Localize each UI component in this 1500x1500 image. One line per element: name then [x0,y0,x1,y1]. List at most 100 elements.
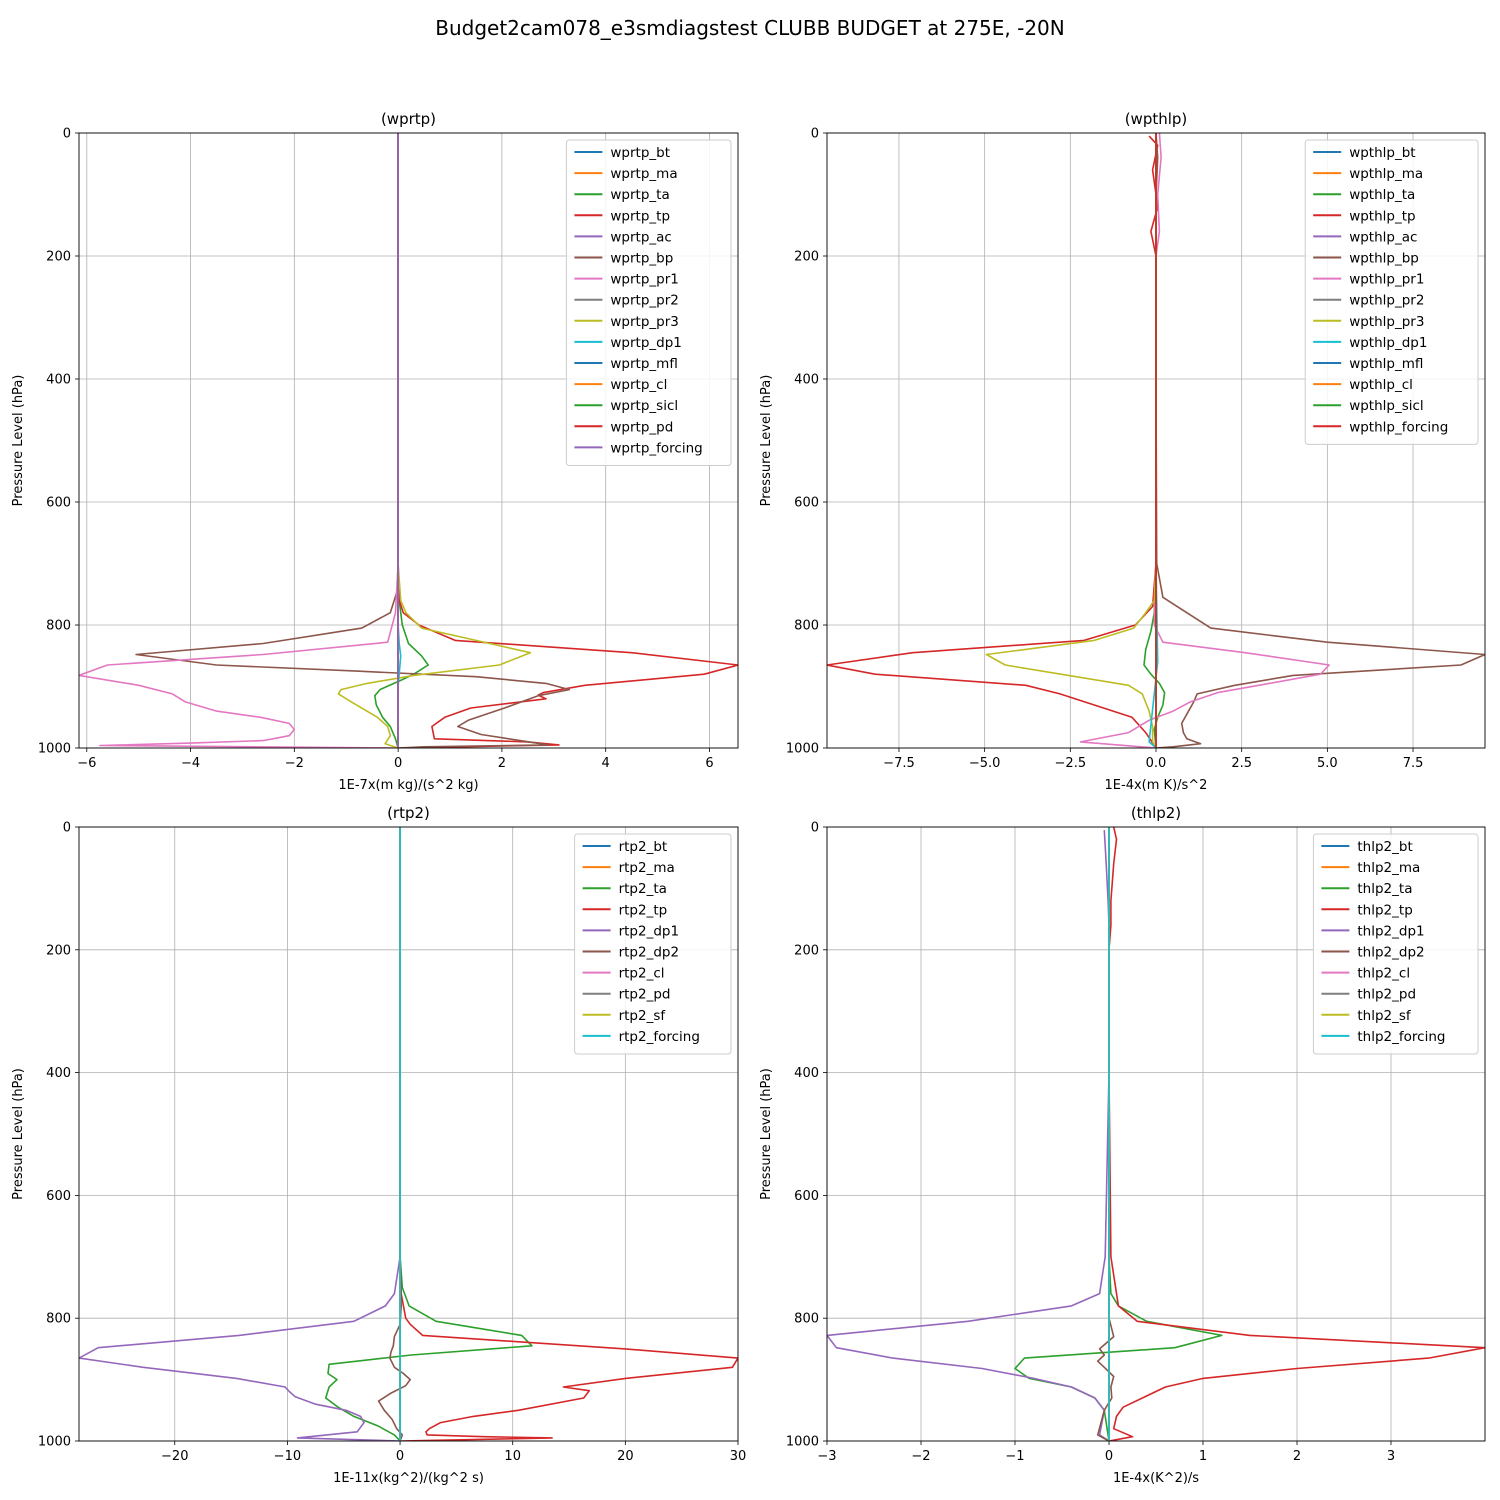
x-tick-label: 30 [730,1449,747,1464]
y-tick-label: 600 [794,496,819,511]
legend-entry: wprtp_dp1 [610,335,682,351]
series-line-wpthlp_pr3 [985,133,1157,748]
series-line-thlp2_dp1 [827,830,1110,1441]
legend-entry: thlp2_ma [1357,860,1420,876]
y-tick-label: 800 [46,619,71,634]
y-tick-label: 400 [46,1066,71,1081]
y-tick-label: 0 [811,127,819,142]
x-tick-label: −1 [1005,1449,1024,1464]
series-group [827,133,1485,748]
series-line-wpthlp_pr1 [1079,133,1330,748]
x-tick-label: 3 [1387,1449,1395,1464]
legend-box [565,139,732,466]
series-line-wprtp_pr3 [337,133,532,748]
series-line-wpthlp_ta [1143,133,1166,748]
x-tick-label: −10 [274,1449,301,1464]
subplot-wpthlp: −7.5 −5.0 −2.5 0.0 2.5 5.0 7.5 0 200 400 600 800 100… [759,110,1486,793]
x-tick-label: −3 [817,1449,836,1464]
legend-entry: rtp2_ta [619,881,667,897]
y-tick-label: 800 [46,1312,71,1327]
y-tick-label: 0 [63,821,71,836]
y-tick-label: 400 [794,1066,819,1081]
legend: thlp2_bt thlp2_ma thlp2_ta thlp2_tp thlp2_dp… [1312,833,1479,1055]
legend-entry: wpthlp_pr1 [1349,272,1424,288]
y-tick-label: 200 [794,943,819,958]
legend-entry: rtp2_bt [619,839,668,855]
y-tick-label: 0 [811,821,819,836]
legend-entry: thlp2_sf [1357,1008,1412,1024]
legend-entry: wpthlp_pr2 [1349,293,1424,309]
x-tick-label: −2.5 [1055,756,1087,771]
x-axis-label: 1E-4x(m K)/s^2 [1105,778,1208,793]
legend-entry: rtp2_tp [619,902,668,918]
series-line-wprtp_ta [373,133,430,748]
x-tick-label: −7.5 [883,756,915,771]
y-tick-label: 1000 [38,742,71,757]
x-tick-label: 0.0 [1146,756,1167,771]
x-tick-label: 2 [498,756,506,771]
legend-entry: wpthlp_bt [1349,145,1415,161]
x-axis-label: 1E-11x(kg^2)/(kg^2 s) [333,1471,484,1486]
y-axis-label: Pressure Level (hPa) [759,375,774,507]
legend-entry: wpthlp_forcing [1349,419,1448,435]
y-tick-label: 600 [794,1189,819,1204]
subplot-title: (wprtp) [381,110,436,128]
legend-entry: wprtp_pd [610,419,673,435]
y-axis-label: Pressure Level (hPa) [759,1068,774,1200]
y-tick-label: 200 [794,250,819,265]
legend-entry: rtp2_pd [619,987,671,1003]
legend-entry: wprtp_bt [610,145,670,161]
legend-entry: wprtp_pr2 [610,293,678,309]
subplot-title: (thlp2) [1131,804,1181,822]
x-tick-label: 10 [504,1449,521,1464]
y-tick-label: 1000 [786,1435,819,1450]
x-axis-label: 1E-4x(K^2)/s [1113,1471,1199,1486]
x-tick-label: 1 [1199,1449,1207,1464]
series-line-wpthlp_tp [827,135,1159,748]
y-tick-label: 800 [794,1312,819,1327]
legend-entry: thlp2_tp [1357,902,1412,918]
y-tick-label: 400 [794,373,819,388]
x-tick-label: 0 [396,1449,404,1464]
axes-frame [78,826,739,1442]
series-group [79,133,738,748]
series-line-thlp2_tp [1108,827,1485,1441]
legend-entry: thlp2_bt [1357,839,1412,855]
y-tick-label: 1000 [786,742,819,757]
figure-title: Budget2cam078_e3smdiagstest CLUBB BUDGET… [435,16,1065,40]
x-tick-label: 6 [705,756,713,771]
legend-entry: wprtp_ma [610,166,677,182]
y-tick-label: 600 [46,1189,71,1204]
x-tick-label: −6 [77,756,96,771]
legend-entry: rtp2_dp2 [619,945,679,961]
x-tick-label: 5.0 [1317,756,1338,771]
y-tick-label: 400 [46,373,71,388]
y-tick-label: 200 [46,943,71,958]
series-line-thlp2_ta [1014,827,1223,1441]
legend-entry: rtp2_dp1 [619,923,679,939]
legend-box [1304,139,1479,445]
legend-entry: wpthlp_ma [1349,166,1423,182]
axes-frame [78,132,739,749]
legend-entry: wprtp_pr3 [610,314,678,330]
x-tick-label: 0 [1105,1449,1113,1464]
legend-entry: wpthlp_mfl [1349,356,1423,372]
axes-frame [826,826,1486,1442]
legend-box [1312,833,1479,1055]
series-line-rtp2_tp [399,827,738,1441]
legend-entry: wpthlp_tp [1349,208,1415,224]
subplot-title: (wpthlp) [1125,110,1188,128]
subplot-rtp2: −20 −10 0 10 20 30 0 200 400 600 800 1000 (rtp2) 1E-1… [11,804,746,1486]
y-tick-label: 0 [63,127,71,142]
legend-entry: thlp2_dp2 [1357,945,1424,961]
legend-entry: wprtp_forcing [610,440,702,456]
subplot-title: (rtp2) [387,804,430,822]
legend-entry: wpthlp_dp1 [1349,335,1427,351]
legend-entry: wpthlp_bp [1349,251,1419,267]
x-tick-label: 20 [617,1449,634,1464]
series-group [79,827,738,1441]
legend-entry: thlp2_cl [1357,966,1410,982]
x-tick-label: 4 [602,756,610,771]
legend-entry: wpthlp_sicl [1349,398,1424,414]
